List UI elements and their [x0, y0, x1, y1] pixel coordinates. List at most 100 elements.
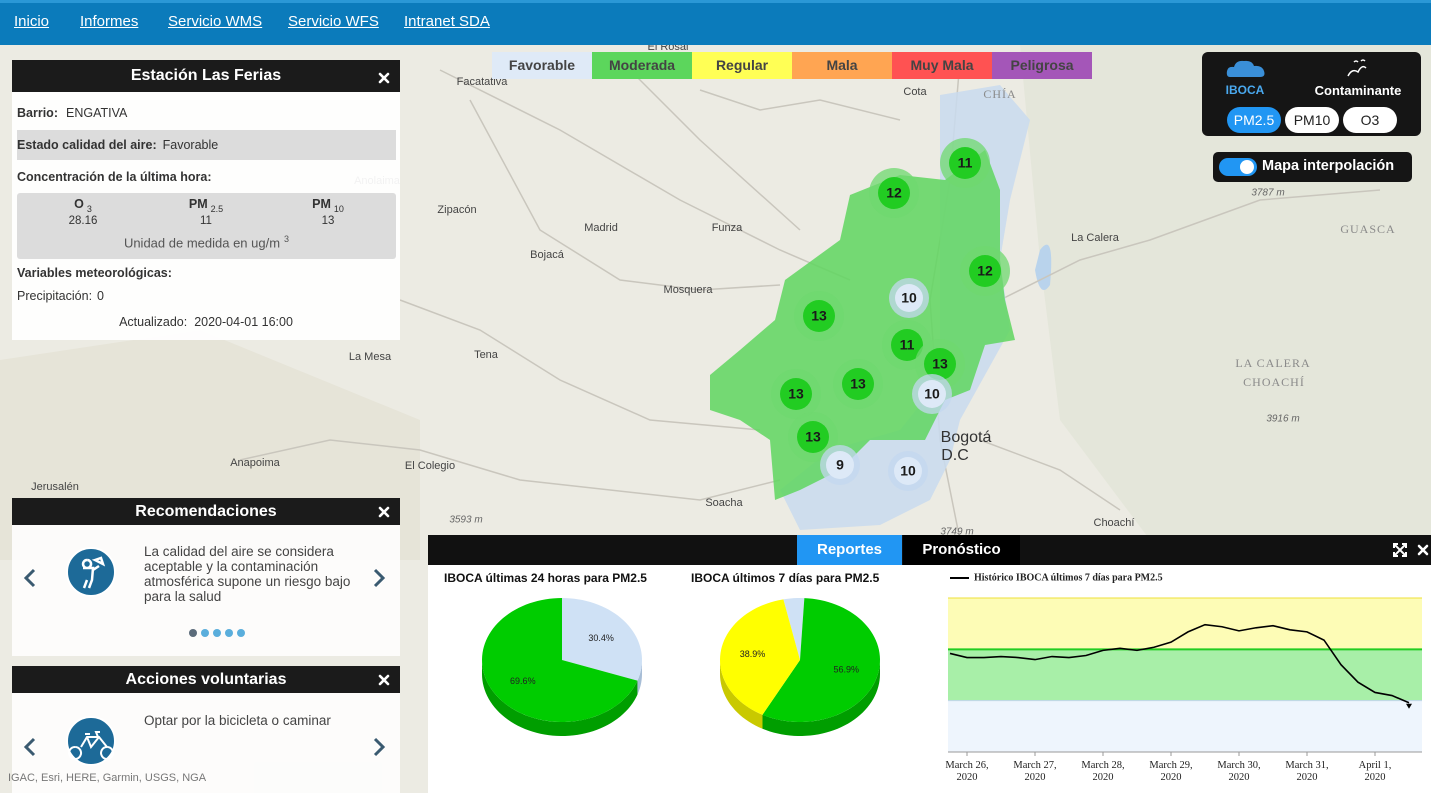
toggle-knob [1240, 160, 1254, 174]
place-label: Choachí [1094, 517, 1135, 529]
pollutant-name: PM 2.5 [156, 197, 256, 214]
panel-header: Estación Las Ferias [12, 60, 400, 92]
marker-label: 10 [924, 386, 940, 402]
status-bar [17, 130, 396, 160]
place-label: Cota [903, 86, 927, 98]
pie-side [637, 660, 642, 695]
close-icon [378, 72, 390, 84]
place-label: LA CALERA [1235, 356, 1310, 370]
marker[interactable] [949, 147, 981, 179]
place-label: Bogotá [941, 429, 992, 446]
next-button[interactable] [372, 737, 386, 757]
marker[interactable] [803, 300, 835, 332]
pollutant-value: 13 [321, 215, 335, 227]
panel-title: Acciones voluntarias [125, 671, 287, 688]
marker[interactable] [924, 348, 956, 380]
close-button[interactable] [378, 674, 390, 686]
marker-label: 12 [886, 185, 902, 201]
carousel-dot[interactable] [225, 629, 233, 637]
place-label: Zipacón [437, 204, 476, 216]
marker[interactable] [780, 378, 812, 410]
x-tick-label: March 30, 2020 [1217, 760, 1261, 783]
carousel-dots[interactable] [184, 627, 248, 639]
prev-button[interactable] [23, 568, 37, 588]
place-label: 3916 m [1266, 414, 1299, 425]
prev-button[interactable] [23, 737, 37, 757]
band [948, 700, 1422, 752]
road [469, 99, 781, 291]
report-tab[interactable]: Reportes [797, 535, 902, 565]
updated-row: Actualizado: 2020-04-01 16:00 [12, 315, 400, 329]
report-tab[interactable]: Pronóstico [903, 535, 1020, 565]
legend-item: Regular [692, 52, 792, 79]
chart-title: IBOCA últimas 24 horas para PM2.5 [444, 571, 647, 585]
precip-value: 0 [97, 289, 104, 303]
pie-side [482, 660, 638, 736]
legend-item: Muy Mala [892, 52, 992, 79]
marker[interactable] [918, 380, 946, 408]
pollutant-value: 11 [200, 215, 212, 227]
pie-side [762, 660, 880, 736]
panel-text: Optar por la bicicleta o caminar [144, 713, 331, 728]
road [399, 299, 761, 431]
info-row: Barrio: ENGATIVA [17, 106, 127, 120]
road [439, 69, 851, 281]
pollutant-button[interactable]: PM2.5 [1227, 107, 1281, 133]
pollutant-button[interactable]: PM10 [1285, 107, 1339, 133]
close-button[interactable] [378, 506, 390, 518]
pollutant-icon[interactable] [1344, 58, 1370, 80]
nav-link[interactable]: Servicio WFS [288, 13, 379, 30]
nav-link[interactable]: Intranet SDA [404, 13, 490, 30]
expand-icon [1393, 543, 1407, 557]
unit-label: Unidad de medida en ug/m 3 [17, 234, 396, 250]
panel-header: Acciones voluntarias [12, 666, 400, 693]
marker[interactable] [894, 457, 922, 485]
expand-button[interactable] [1393, 543, 1407, 557]
pie-slice [783, 598, 805, 660]
carousel-dot[interactable] [201, 629, 209, 637]
marker[interactable] [969, 255, 1001, 287]
info-label: Variables meteorológicas: [17, 266, 172, 280]
icon-shape [1347, 59, 1367, 77]
info-row: Estado calidad del aire: Favorable [17, 138, 218, 152]
info-row: Concentración de la última hora: [17, 170, 211, 184]
marker[interactable] [891, 329, 923, 361]
place-label: Anapoima [230, 457, 280, 469]
marker[interactable] [797, 421, 829, 453]
place-label: Jerusalén [31, 481, 79, 493]
nav-link[interactable]: Informes [80, 13, 139, 30]
pie-slice [482, 598, 638, 722]
x-tick-label: March 28, 2020 [1081, 760, 1125, 783]
precip-row: Precipitación: 0 [17, 289, 104, 303]
logo-cloud [1226, 60, 1265, 77]
carousel-dot[interactable] [237, 629, 245, 637]
marker[interactable] [895, 284, 923, 312]
carousel-dot[interactable] [213, 629, 221, 637]
nav-link[interactable]: Inicio [14, 13, 50, 30]
toggle-switch[interactable] [1219, 158, 1257, 176]
marker[interactable] [826, 451, 854, 479]
close-icon [1417, 544, 1429, 556]
pie-slice [562, 598, 642, 681]
place-label: La Mesa [349, 351, 392, 363]
icon-person [81, 556, 106, 589]
info-label: Concentración de la última hora: [17, 170, 212, 184]
place-label: 3787 m [1251, 188, 1284, 199]
marker[interactable] [878, 177, 910, 209]
iboca-logo[interactable] [1224, 57, 1270, 81]
pollutant-button[interactable]: O3 [1343, 107, 1397, 133]
next-button[interactable] [372, 568, 386, 588]
panel-title: Estación Las Ferias [130, 67, 282, 84]
pollutant-tab[interactable]: Contaminante [1314, 83, 1402, 98]
index-tab[interactable]: IBOCA [1225, 83, 1265, 97]
close-button[interactable] [1417, 544, 1429, 556]
panel-header: Reportes Pronóstico [428, 535, 1431, 565]
info-value: Favorable [162, 138, 219, 152]
pie-label: 69.6% [510, 676, 536, 686]
carousel-dot[interactable] [189, 629, 197, 637]
nav-link[interactable]: Servicio WMS [168, 13, 263, 30]
marker[interactable] [842, 368, 874, 400]
pie-label: 38.9% [740, 649, 766, 659]
close-button[interactable] [378, 72, 390, 84]
